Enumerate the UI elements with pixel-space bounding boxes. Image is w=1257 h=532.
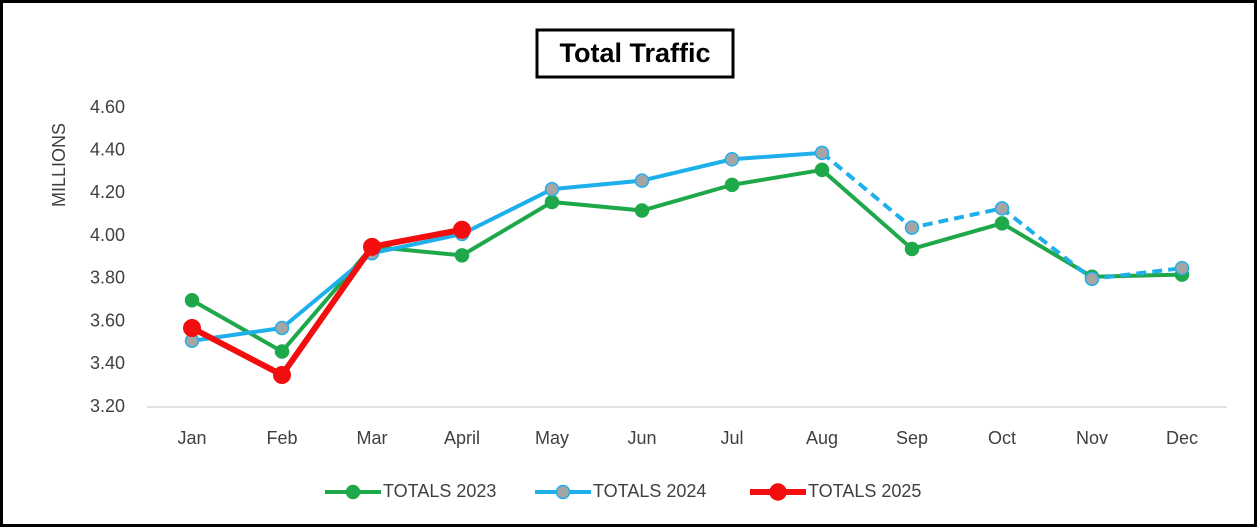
legend-label: TOTALS 2024 (593, 481, 706, 501)
series-marker (184, 292, 200, 308)
series-marker (904, 220, 920, 235)
y-tick-label: 3.60 (90, 310, 125, 330)
y-tick-label: 3.40 (90, 353, 125, 373)
series-marker (453, 220, 471, 239)
series-marker (634, 203, 650, 218)
series-marker (1084, 271, 1100, 287)
series-line (191, 150, 823, 343)
series-marker (994, 216, 1010, 231)
x-tick-label: Feb (266, 428, 297, 448)
series-marker (634, 173, 650, 188)
series-marker (454, 248, 470, 263)
x-tick-label: Sep (896, 428, 928, 448)
x-tick-label: Jun (627, 428, 656, 448)
x-tick-label: May (535, 428, 569, 448)
legend-marker (769, 483, 787, 501)
series-marker (724, 177, 740, 193)
legend-label: TOTALS 2025 (808, 481, 921, 501)
series-marker (544, 194, 560, 210)
y-tick-label: 4.40 (90, 139, 125, 159)
x-tick-label: Nov (1076, 428, 1108, 448)
legend-label: TOTALS 2023 (383, 481, 496, 501)
series-marker (544, 181, 560, 197)
series-marker (814, 145, 830, 161)
title-box (535, 28, 735, 79)
y-tick-label: 3.80 (90, 268, 125, 288)
series-marker (183, 318, 201, 337)
series-marker (994, 201, 1010, 216)
y-axis-label: MILLIONS (49, 123, 69, 207)
series-marker (814, 162, 830, 178)
legend-marker (555, 484, 571, 500)
legend-marker (345, 484, 361, 500)
series-marker (904, 241, 920, 257)
series-line (190, 226, 463, 378)
y-tick-label: 4.00 (90, 225, 125, 245)
x-tick-label: Dec (1166, 428, 1198, 448)
series-marker (273, 365, 291, 384)
x-tick-label: Mar (357, 428, 388, 448)
y-tick-label: 4.20 (90, 182, 125, 202)
x-tick-label: Jul (720, 428, 743, 448)
x-tick-label: April (444, 428, 480, 448)
series-marker (274, 344, 290, 359)
x-tick-label: Jan (177, 428, 206, 448)
chart-title: Total Traffic (559, 38, 710, 68)
x-tick-label: Aug (806, 428, 838, 448)
series-marker (724, 152, 740, 167)
series-marker (274, 320, 290, 336)
series-marker (1174, 260, 1190, 276)
series-marker (363, 237, 381, 256)
x-tick-label: Oct (988, 428, 1016, 448)
y-tick-label: 4.60 (90, 97, 125, 117)
y-tick-label: 3.20 (90, 396, 125, 416)
